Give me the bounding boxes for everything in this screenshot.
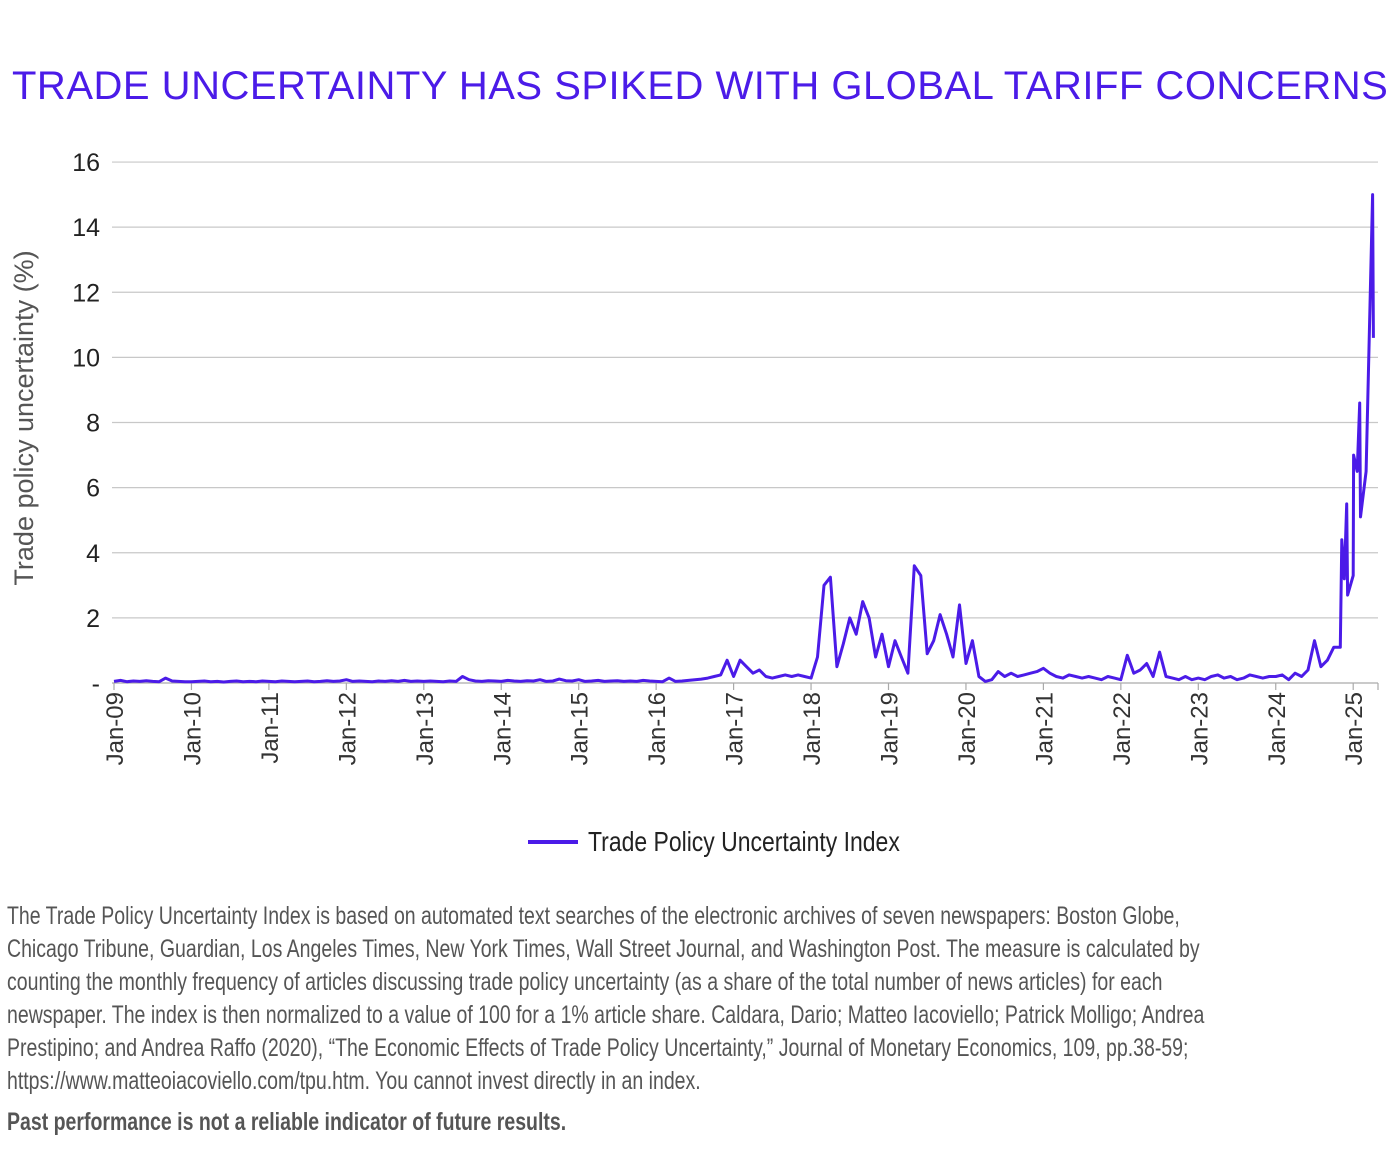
- x-tick-label: Jan-14: [489, 692, 516, 765]
- x-tick-label: Jan-20: [954, 692, 981, 765]
- y-tick-label: 4: [86, 540, 100, 568]
- disclaimer: Past performance is not a reliable indic…: [7, 1108, 567, 1136]
- series-line-trade-policy-uncertainty: [113, 193, 1375, 684]
- x-tick-label: Jan-18: [799, 692, 826, 765]
- y-tick-label: 8: [86, 410, 100, 438]
- legend-swatch: [528, 840, 578, 844]
- legend-label: Trade Policy Uncertainty Index: [588, 826, 900, 857]
- x-tick-label: Jan-23: [1186, 692, 1213, 765]
- x-tick-label: Jan-15: [567, 692, 594, 765]
- x-tick-label: Jan-16: [644, 692, 671, 765]
- y-tick-label: 2: [86, 605, 100, 633]
- x-tick-label: Jan-22: [1109, 692, 1136, 765]
- x-tick-label: Jan-17: [722, 692, 749, 765]
- x-tick-label: Jan-10: [179, 692, 206, 765]
- footnote-line: newspaper. The index is then normalized …: [7, 1001, 1205, 1029]
- y-tick-label: 12: [72, 279, 100, 307]
- x-tick-label: Jan-24: [1264, 692, 1291, 765]
- y-axis-label: Trade policy uncertainty (%): [9, 250, 39, 585]
- y-tick-label: -: [92, 670, 100, 698]
- footnote-line: Chicago Tribune, Guardian, Los Angeles T…: [7, 935, 1200, 963]
- footnote-line: Prestipino; and Andrea Raffo (2020), “Th…: [7, 1034, 1189, 1062]
- footnote-line: The Trade Policy Uncertainty Index is ba…: [7, 902, 1180, 930]
- y-tick-label: 6: [86, 475, 100, 503]
- footnote-line: https://www.matteoiacoviello.com/tpu.htm…: [7, 1067, 701, 1095]
- x-tick-label: Jan-21: [1031, 692, 1058, 765]
- footnote-line: counting the monthly frequency of articl…: [7, 968, 1163, 996]
- x-tick-label: Jan-11: [257, 692, 284, 764]
- y-tick-label: 16: [72, 149, 100, 177]
- y-tick-label: 14: [72, 214, 100, 242]
- x-tick-label: Jan-13: [412, 692, 439, 765]
- x-tick-label: Jan-19: [877, 692, 904, 765]
- footnote: The Trade Policy Uncertainty Index is ba…: [7, 900, 1333, 1098]
- x-tick-label: Jan-12: [334, 692, 361, 765]
- y-tick-label: 10: [72, 344, 100, 372]
- x-tick-label: Jan-25: [1341, 692, 1368, 765]
- x-tick-label: Jan-09: [102, 692, 129, 765]
- chart-title: TRADE UNCERTAINTY HAS SPIKED WITH GLOBAL…: [12, 64, 1389, 108]
- line-chart: - 2 4 6 8 10 12 14 16 Jan-09 Jan-10 Jan-11 Jan-12 Ja…: [9, 149, 1379, 765]
- legend: Trade Policy Uncertainty Index: [528, 826, 968, 858]
